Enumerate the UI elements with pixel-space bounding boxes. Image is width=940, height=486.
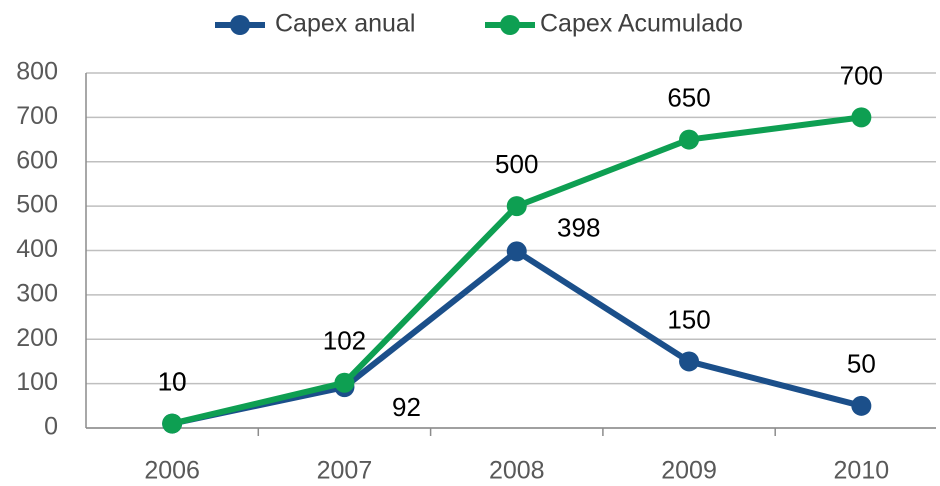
data-label: 92 bbox=[392, 392, 421, 422]
y-tick-label: 500 bbox=[16, 191, 58, 219]
x-tick-label: 2006 bbox=[144, 457, 200, 485]
y-tick-label: 800 bbox=[16, 58, 58, 86]
data-label: 102 bbox=[323, 326, 366, 356]
data-label: 650 bbox=[667, 82, 710, 112]
data-label: 50 bbox=[847, 349, 876, 379]
data-point bbox=[506, 241, 527, 262]
y-tick-label: 100 bbox=[16, 368, 58, 396]
y-tick-label: 200 bbox=[16, 324, 58, 352]
data-label: 10 bbox=[158, 366, 187, 396]
y-tick-label: 300 bbox=[16, 279, 58, 307]
x-tick-label: 2009 bbox=[661, 457, 717, 485]
y-tick-label: 400 bbox=[16, 235, 58, 263]
legend-marker bbox=[500, 15, 520, 35]
data-label: 700 bbox=[840, 60, 883, 90]
data-point bbox=[506, 196, 527, 217]
y-tick-label: 600 bbox=[16, 146, 58, 174]
data-point bbox=[679, 351, 700, 372]
y-tick-label: 0 bbox=[44, 413, 58, 441]
data-label: 398 bbox=[557, 212, 600, 242]
x-tick-label: 2007 bbox=[317, 457, 373, 485]
x-tick-label: 2008 bbox=[489, 457, 545, 485]
data-point bbox=[334, 372, 355, 393]
data-point bbox=[679, 129, 700, 150]
data-point bbox=[851, 395, 872, 416]
x-tick-label: 2010 bbox=[834, 457, 890, 485]
data-label: 10 bbox=[158, 366, 187, 396]
legend-label: Capex anual bbox=[275, 10, 415, 38]
data-point bbox=[162, 413, 183, 434]
y-tick-label: 700 bbox=[16, 102, 58, 130]
data-label: 500 bbox=[495, 149, 538, 179]
data-label: 150 bbox=[667, 304, 710, 334]
data-point bbox=[851, 107, 872, 128]
legend-marker bbox=[230, 15, 250, 35]
legend-label: Capex Acumulado bbox=[540, 10, 743, 38]
